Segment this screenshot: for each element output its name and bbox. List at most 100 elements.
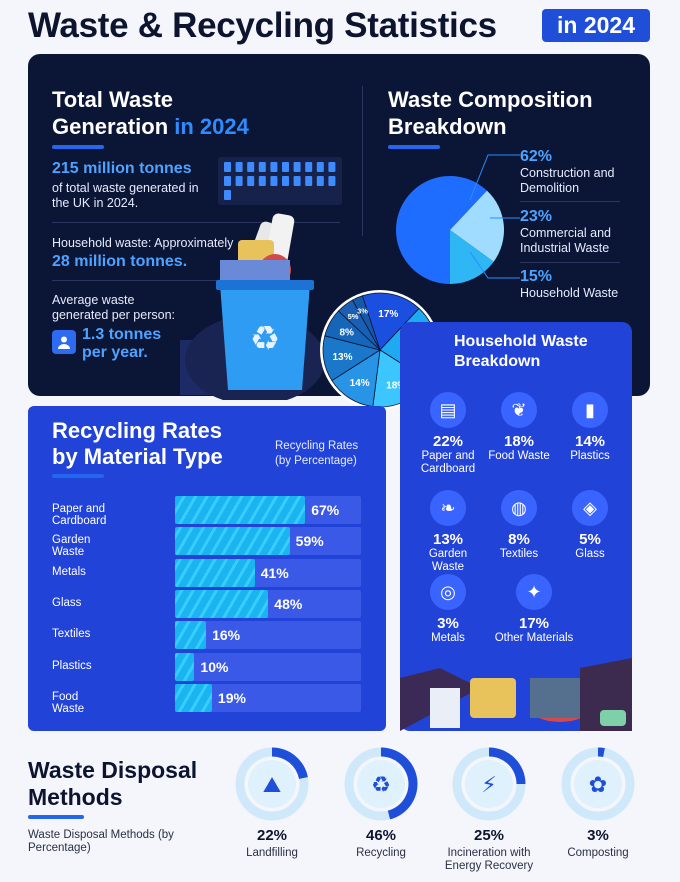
disposal-donut: ⚡ xyxy=(452,747,526,821)
bar-value-label: 67% xyxy=(311,502,340,518)
bar-value-label: 59% xyxy=(295,533,324,550)
divider xyxy=(520,262,620,263)
bin-icon xyxy=(235,162,243,172)
disposal-label: Recycling xyxy=(356,847,406,859)
bin-icon xyxy=(316,176,324,186)
household-title: Household Waste Breakdown xyxy=(454,333,588,370)
total-amount: 215 million tonnes xyxy=(52,160,192,177)
donut-segment xyxy=(381,747,418,820)
per-person-value: 1.3 tonnes per year. xyxy=(82,326,162,361)
page-title: Waste & Recycling Statistics xyxy=(28,6,497,45)
composition-item: 15% Household Waste xyxy=(520,268,619,300)
bar-category-label: Metals xyxy=(52,565,86,578)
household-item-label: Plastics xyxy=(570,450,610,462)
bar-category-label: Textiles xyxy=(52,628,91,641)
bin-icon xyxy=(328,176,336,186)
bar-category-label: Glass xyxy=(52,596,82,609)
bar xyxy=(175,683,212,712)
recycling-bin-illustration: ♻ xyxy=(180,213,325,400)
title-underline xyxy=(52,474,104,478)
bin-icon xyxy=(224,190,231,200)
bar xyxy=(175,558,255,587)
household-item-pct: 13% xyxy=(432,531,464,548)
disposal-pct: 25% xyxy=(473,827,505,844)
household-item: ❦ 18% Food Waste xyxy=(483,392,555,463)
divider xyxy=(362,86,363,236)
household-item-pct: 5% xyxy=(579,531,601,548)
household-item-label: Glass xyxy=(575,548,605,560)
bin-icon xyxy=(270,176,278,186)
bin-icon xyxy=(316,162,324,172)
household-item: ❧ 13% Garden Waste xyxy=(412,490,484,574)
pie-label: 13% xyxy=(332,352,352,363)
paper-icon: ▤ xyxy=(430,392,466,428)
household-item-label: Metals xyxy=(431,632,465,644)
bin-icon xyxy=(224,176,231,186)
bar-category-label: Plastics xyxy=(52,659,92,672)
disposal-icon: ✿ xyxy=(589,773,607,798)
household-item-pct: 18% xyxy=(503,433,535,450)
bar-value-label: 10% xyxy=(200,658,229,675)
disposal-donut: ⛰ xyxy=(235,747,309,821)
plastic-icon: ▮ xyxy=(572,392,608,428)
leader-lines xyxy=(469,154,520,279)
household-item-pct: 17% xyxy=(518,615,550,632)
disposal-icon: ⛰ xyxy=(263,773,281,798)
disposal-pct: 46% xyxy=(365,827,397,844)
donut-center xyxy=(248,760,296,808)
bin-icon xyxy=(224,162,231,172)
recycling-subtitle: Recycling Rates (by Percentage) xyxy=(275,440,359,467)
bin-icon xyxy=(258,162,266,172)
bar xyxy=(175,589,269,618)
household-item-label: Garden Waste xyxy=(428,548,468,573)
pie-label: 17% xyxy=(378,309,398,320)
household-item-pct: 8% xyxy=(508,531,530,548)
bin-icon xyxy=(235,176,243,186)
bin-icon xyxy=(305,162,313,172)
pie-label: 8% xyxy=(339,328,354,339)
divider xyxy=(52,222,340,223)
household-item: ▤ 22% Paper and Cardboard xyxy=(412,392,484,476)
household-item: ✦ 17% Other Materials xyxy=(484,574,584,645)
disposal-donut: ♻ xyxy=(344,747,418,821)
disposal-icon: ⚡ xyxy=(481,773,496,798)
bin-icon xyxy=(247,162,255,172)
donut-center xyxy=(357,760,405,808)
bin-icon xyxy=(282,162,289,172)
household-item-label: Other Materials xyxy=(494,632,574,644)
divider xyxy=(520,201,620,202)
household-item: ◈ 5% Glass xyxy=(554,490,626,561)
svg-text:♻: ♻ xyxy=(250,319,280,359)
total-waste-title: Total Waste Generation in 2024 xyxy=(52,87,249,139)
glass-icon: ◈ xyxy=(572,490,608,526)
bin-icon xyxy=(282,176,289,186)
total-amount-desc: of total waste generated in the UK in 20… xyxy=(52,181,199,210)
title-underline xyxy=(28,815,84,819)
other-icon: ✦ xyxy=(516,574,552,610)
bar xyxy=(175,621,207,650)
donut-segment xyxy=(489,747,526,784)
bar-value-label: 19% xyxy=(217,689,246,706)
bar-category-label: Food Waste xyxy=(52,690,85,715)
pie-label: 3% xyxy=(357,307,368,316)
pie-slice xyxy=(396,176,487,284)
household-item-label: Paper and Cardboard xyxy=(420,450,476,475)
bar-value-label: 16% xyxy=(212,627,241,644)
donut-center xyxy=(465,760,513,808)
household-item: ▮ 14% Plastics xyxy=(554,392,626,463)
pie-slice xyxy=(361,292,420,351)
person-icon xyxy=(52,330,76,354)
bin-grid-icon xyxy=(218,157,342,205)
disposal-pct: 22% xyxy=(256,827,288,844)
leaf-icon: ❧ xyxy=(430,490,466,526)
bar xyxy=(175,652,195,681)
bin-icon xyxy=(293,176,301,186)
disposal-donut: ✿ xyxy=(561,747,635,821)
per-person-label: Average waste generated per person: xyxy=(52,293,176,322)
bin-icon xyxy=(247,176,255,186)
household-item-label: Textiles xyxy=(499,548,539,560)
textile-icon: ◍ xyxy=(501,490,537,526)
household-breakdown-panel xyxy=(400,322,632,731)
bar-value-label: 41% xyxy=(260,564,289,581)
bin-icon xyxy=(270,162,278,172)
